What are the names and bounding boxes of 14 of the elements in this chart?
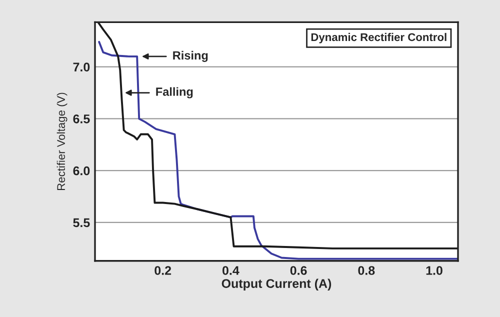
x-tick-label: 0.8 xyxy=(358,266,375,275)
y-tick-label: 7.0 xyxy=(73,62,90,72)
y-tick-label: 6.5 xyxy=(73,114,90,124)
text: Dynamic Rectifier Control xyxy=(311,32,446,44)
x-tick-label: 0.4 xyxy=(222,266,240,275)
x-tick-label: 0.6 xyxy=(290,266,307,275)
x-tick-label: 0.2 xyxy=(154,266,172,275)
annotation: Falling xyxy=(156,87,193,98)
annotation: Rising xyxy=(173,50,208,62)
y-tick-label: 6.0 xyxy=(73,166,90,176)
y-tick-label: 5.5 xyxy=(73,218,90,228)
y-axis-title: Rectifier Voltage (V) xyxy=(56,92,68,190)
x-tick-label: 1.0 xyxy=(426,266,442,275)
x-axis-title: Output Current (A) xyxy=(222,278,332,290)
